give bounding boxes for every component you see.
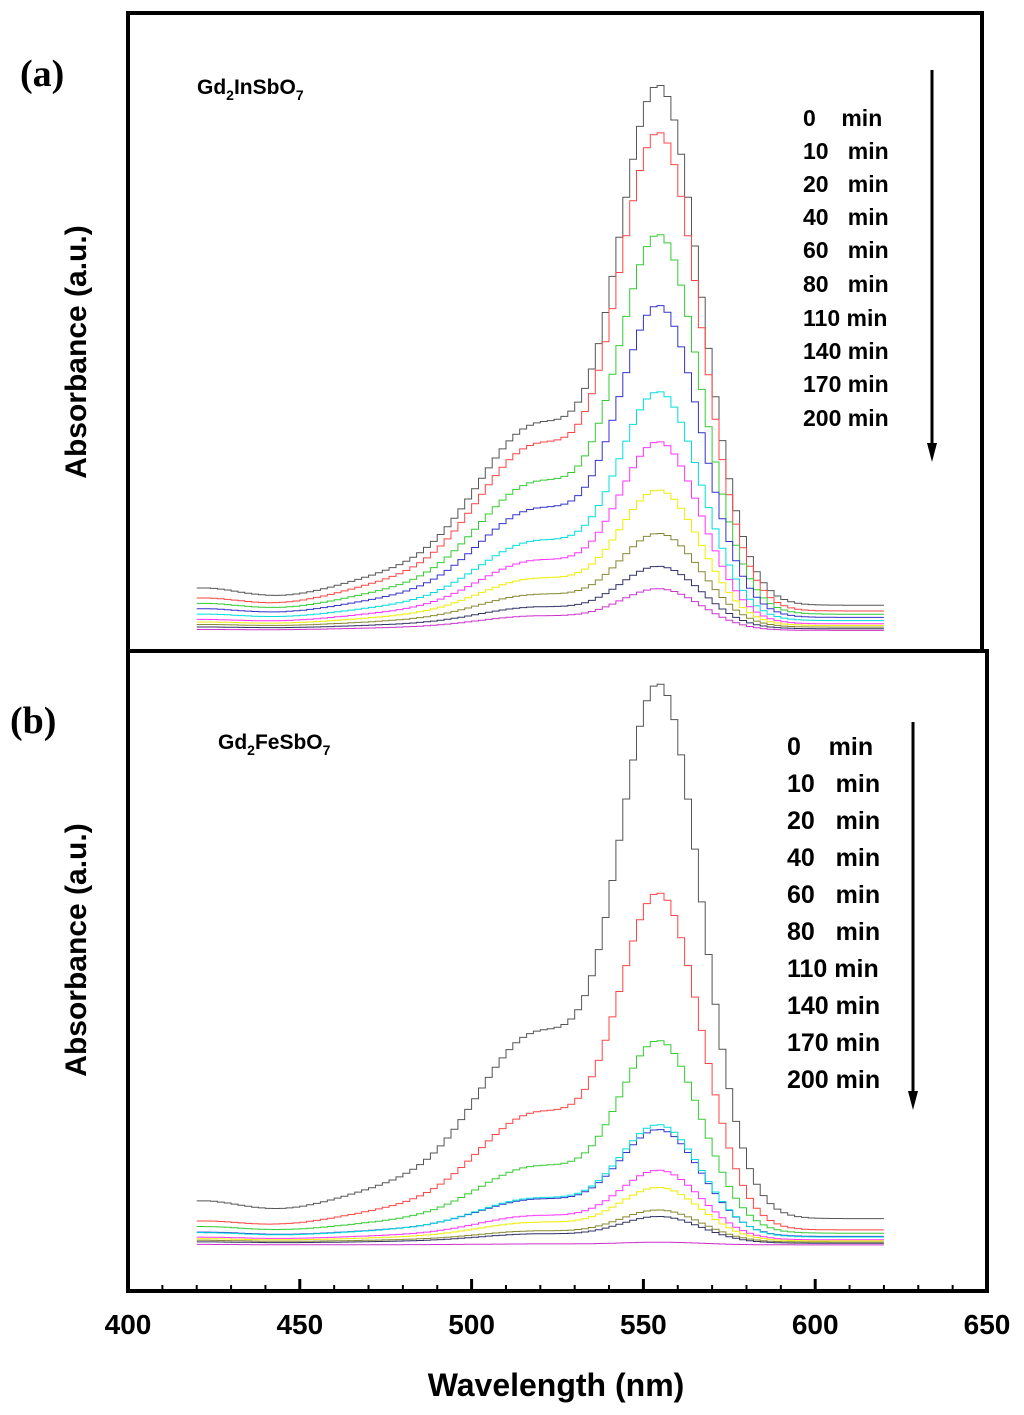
legend-item: 20 min <box>787 807 880 835</box>
panel-a-curves <box>196 85 884 631</box>
legend-item: 60 min <box>787 881 880 909</box>
x-tick-label: 600 <box>792 1309 839 1340</box>
series-line-140-min <box>196 533 884 628</box>
x-tick-label: 550 <box>620 1309 667 1340</box>
panel-b-frame <box>126 649 989 1293</box>
series-line-10-min <box>196 892 884 1231</box>
series-line-10-min <box>196 132 884 612</box>
legend-item: 40 min <box>803 204 889 230</box>
panel-a-legend: 0 min 10 min 20 min 40 min 60 min 80 min… <box>803 70 937 462</box>
panel-b: (b) Gd2FeSbO7 Absorbance (a.u.) 0 min 10… <box>10 649 989 1293</box>
legend-item: 80 min <box>803 271 889 297</box>
series-line-40-min <box>196 1129 884 1237</box>
series-line-0-min <box>196 683 884 1220</box>
panel-b-label: (b) <box>10 700 56 742</box>
legend-item: 80 min <box>787 918 880 946</box>
series-line-0-min <box>196 85 884 606</box>
x-tick-label: 450 <box>276 1309 323 1340</box>
panel-a-sample-label: Gd2InSbO7 <box>197 76 304 103</box>
series-line-110-min <box>196 1187 884 1242</box>
series-line-60-min <box>196 391 884 622</box>
x-axis-label: Wavelength (nm) <box>428 1367 685 1403</box>
panel-b-legend: 0 min 10 min 20 min 40 min 60 min 80 min… <box>787 722 918 1110</box>
series-line-140-min <box>196 1209 884 1243</box>
series-line-40-min <box>196 305 884 618</box>
panel-a-y-axis-label: Absorbance (a.u.) <box>60 225 93 478</box>
trend-arrow-head <box>927 443 937 462</box>
legend-item: 200 min <box>803 405 889 431</box>
series-line-200-min <box>196 1241 884 1246</box>
x-tick-label: 400 <box>105 1309 152 1340</box>
legend-item: 170 min <box>803 371 889 397</box>
panel-a-label: (a) <box>20 53 64 95</box>
legend-item: 200 min <box>787 1066 880 1094</box>
legend-item: 60 min <box>803 237 889 263</box>
legend-item: 170 min <box>787 1029 880 1057</box>
series-line-20-min <box>196 1040 884 1234</box>
panel-b-curves <box>196 683 884 1246</box>
legend-item: 110 min <box>803 305 887 331</box>
legend-item: 10 min <box>803 138 889 164</box>
series-line-60-min <box>196 1124 884 1238</box>
x-tick-label: 500 <box>448 1309 495 1340</box>
series-line-110-min <box>196 489 884 626</box>
series-line-80-min <box>196 441 884 625</box>
x-axis: 400 450 500 550 600 650 <box>105 1279 1011 1340</box>
panel-b-y-axis-label: Absorbance (a.u.) <box>60 823 93 1076</box>
panel-a: (a) Gd2InSbO7 Absorbance (a.u.) 0 min 10… <box>20 11 984 653</box>
legend-item: 0 min <box>803 105 882 131</box>
series-line-200-min <box>196 588 884 631</box>
legend-item: 140 min <box>787 992 880 1020</box>
legend-item: 140 min <box>803 338 889 364</box>
x-tick-label: 650 <box>964 1309 1011 1340</box>
panel-b-sample-label: Gd2FeSbO7 <box>218 731 331 758</box>
legend-item: 10 min <box>787 770 880 798</box>
series-line-170-min <box>196 1216 884 1244</box>
series-line-20-min <box>196 234 884 615</box>
trend-arrow-head <box>908 1091 918 1110</box>
legend-item: 110 min <box>787 955 879 983</box>
legend-item: 0 min <box>787 733 873 761</box>
legend-item: 40 min <box>787 844 880 872</box>
series-line-170-min <box>196 565 884 630</box>
series-line-80-min <box>196 1169 884 1241</box>
legend-item: 20 min <box>803 171 889 197</box>
